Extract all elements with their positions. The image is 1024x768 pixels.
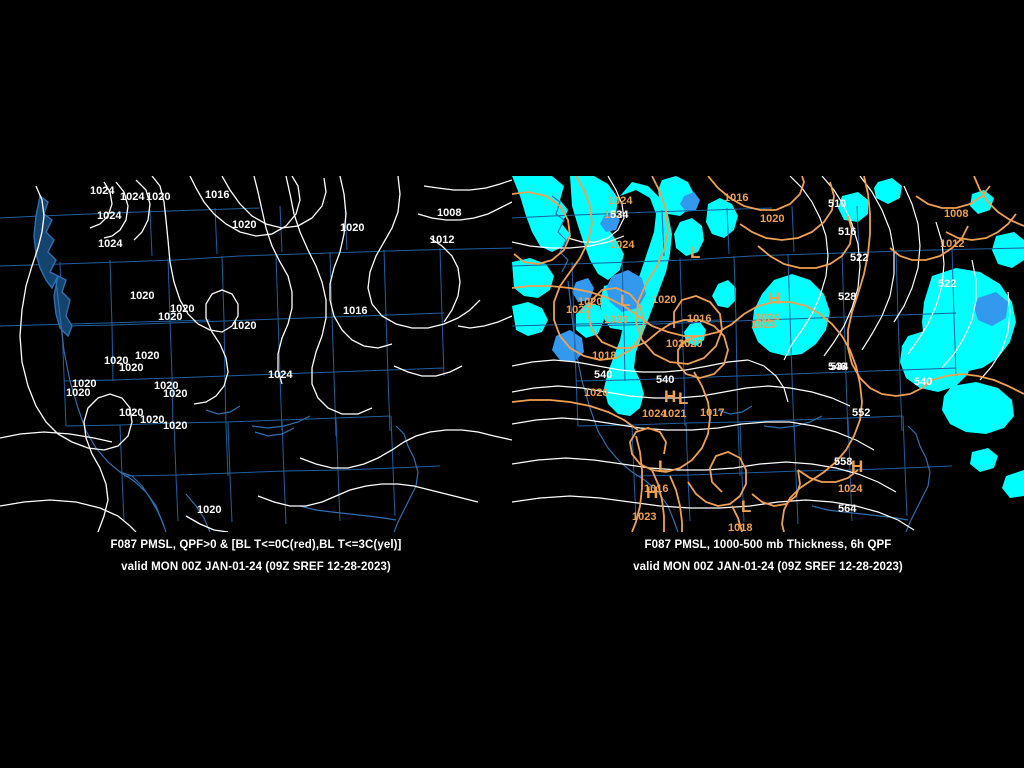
map-canvas-left: 1024 1024 1020 1016 1008 1024 1020 1020 …: [0, 176, 512, 532]
panel-left: 1024 1024 1020 1016 1008 1024 1020 1020 …: [0, 176, 512, 573]
svg-text:L: L: [620, 291, 630, 310]
svg-text:1024: 1024: [97, 210, 122, 222]
svg-text:1021: 1021: [662, 408, 686, 420]
svg-text:558: 558: [834, 456, 852, 468]
svg-text:L: L: [741, 497, 751, 516]
svg-text:1020: 1020: [566, 304, 590, 316]
svg-text:1024: 1024: [90, 185, 115, 197]
svg-text:1020: 1020: [232, 219, 256, 231]
svg-text:1020: 1020: [135, 350, 159, 362]
svg-text:1020: 1020: [66, 387, 90, 399]
map-graphics-right: 1024 1024 1024 1016 1020 1008 1012 1020 …: [512, 176, 1024, 532]
svg-text:1020: 1020: [604, 314, 628, 326]
svg-text:H: H: [851, 457, 863, 476]
svg-text:546: 546: [828, 361, 846, 373]
svg-text:564: 564: [838, 503, 857, 515]
svg-text:1016: 1016: [687, 313, 711, 325]
svg-text:1020: 1020: [578, 296, 602, 308]
svg-text:1016: 1016: [205, 189, 229, 201]
panel-right-title-line1: F087 PMSL, 1000-500 mb Thickness, 6h QPF: [644, 539, 892, 551]
panel-right-title-line2: valid MON 00Z JAN-01-24 (09Z SREF 12-28-…: [633, 561, 903, 573]
svg-text:1020: 1020: [140, 414, 164, 426]
svg-text:1016: 1016: [343, 305, 367, 317]
svg-text:1020: 1020: [146, 191, 170, 203]
svg-text:540: 540: [914, 376, 932, 388]
svg-text:1020: 1020: [163, 388, 187, 400]
svg-text:534: 534: [830, 361, 849, 373]
svg-text:1023: 1023: [632, 511, 656, 523]
pmsl-contours: [512, 176, 1024, 532]
svg-text:1020: 1020: [678, 338, 702, 350]
svg-text:1023: 1023: [751, 319, 775, 331]
pmsl-labels: 1024 1024 1024 1016 1020 1008 1012 1020 …: [566, 192, 968, 532]
svg-text:1020: 1020: [119, 407, 143, 419]
svg-text:1024: 1024: [604, 209, 629, 221]
svg-text:1020: 1020: [119, 362, 143, 374]
svg-text:1020: 1020: [760, 213, 784, 225]
svg-text:1020: 1020: [652, 294, 676, 306]
svg-text:1024: 1024: [120, 191, 145, 203]
svg-text:540: 540: [594, 369, 612, 381]
svg-text:1008: 1008: [437, 207, 461, 219]
svg-text:1008: 1008: [944, 208, 968, 220]
svg-text:528: 528: [838, 291, 856, 303]
thickness-contours: [512, 176, 1011, 531]
map-canvas-right: 1024 1024 1024 1016 1020 1008 1012 1020 …: [512, 176, 1024, 532]
svg-text:H: H: [768, 289, 780, 308]
svg-text:534: 534: [610, 209, 629, 221]
svg-text:1012: 1012: [940, 238, 964, 250]
svg-text:H: H: [646, 483, 658, 502]
svg-text:1018: 1018: [728, 522, 752, 532]
panel-left-title-line1: F087 PMSL, QPF>0 & [BL T<=0C(red),BL T<=…: [110, 539, 402, 551]
svg-text:1020: 1020: [104, 355, 128, 367]
svg-text:1020: 1020: [130, 290, 154, 302]
svg-text:1020: 1020: [584, 387, 608, 399]
svg-text:H: H: [664, 387, 676, 406]
panel-left-title-line2: valid MON 00Z JAN-01-24 (09Z SREF 12-28-…: [121, 561, 391, 573]
svg-text:L: L: [690, 243, 700, 262]
svg-text:1012: 1012: [430, 234, 454, 246]
svg-text:1024: 1024: [268, 369, 293, 381]
svg-text:1020: 1020: [158, 311, 182, 323]
svg-text:1020: 1020: [340, 222, 364, 234]
isobar-contours: [0, 176, 512, 532]
svg-text:1020: 1020: [72, 378, 96, 390]
svg-text:552: 552: [852, 407, 870, 419]
svg-text:522: 522: [938, 278, 956, 290]
coastline: [33, 194, 73, 338]
svg-text:1016: 1016: [724, 192, 748, 204]
svg-text:1024: 1024: [755, 312, 780, 324]
svg-text:1020: 1020: [197, 504, 221, 516]
svg-text:1018: 1018: [592, 350, 616, 362]
state-borders: [0, 205, 512, 525]
thickness-labels: 534 540 540 510 516 522 528 534 546 552 …: [594, 198, 956, 515]
svg-text:1024: 1024: [98, 238, 123, 250]
svg-text:1020: 1020: [154, 380, 178, 392]
svg-text:1024: 1024: [608, 195, 633, 207]
svg-text:540: 540: [656, 374, 674, 386]
pressure-center-markers: L H L L H L H L H: [620, 243, 863, 516]
svg-text:1024: 1024: [642, 408, 667, 420]
svg-text:L: L: [658, 457, 668, 476]
svg-text:1017: 1017: [700, 407, 724, 419]
svg-text:1020: 1020: [170, 303, 194, 315]
svg-text:L: L: [678, 389, 688, 408]
svg-text:522: 522: [850, 252, 868, 264]
svg-text:1024: 1024: [610, 239, 635, 251]
svg-text:1020: 1020: [232, 320, 256, 332]
isobar-labels: 1024 1024 1020 1016 1008 1024 1020 1020 …: [66, 185, 461, 516]
svg-text:1024: 1024: [838, 483, 863, 495]
svg-text:1020: 1020: [666, 338, 690, 350]
svg-text:1020: 1020: [163, 420, 187, 432]
svg-text:1016: 1016: [644, 483, 668, 495]
svg-text:516: 516: [838, 226, 856, 238]
panel-right: 1024 1024 1024 1016 1020 1008 1012 1020 …: [512, 0, 1024, 768]
svg-text:510: 510: [828, 198, 846, 210]
map-graphics-left: 1024 1024 1020 1016 1008 1024 1020 1020 …: [0, 176, 512, 532]
